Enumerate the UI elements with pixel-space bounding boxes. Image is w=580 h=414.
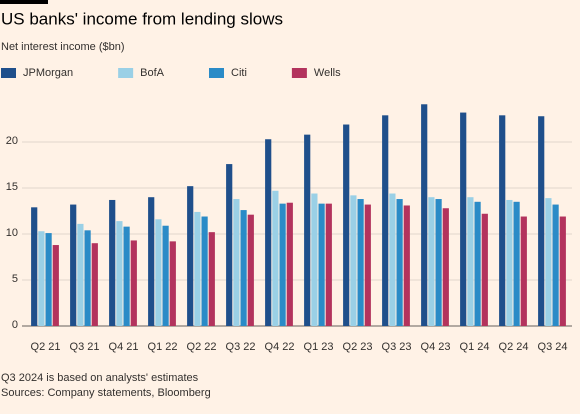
- legend-label: JPMorgan: [23, 67, 73, 79]
- bar: [421, 104, 428, 326]
- x-tick-label: Q3 23: [382, 341, 412, 353]
- x-tick-label: Q4 21: [109, 341, 139, 353]
- bar: [538, 116, 545, 327]
- bar: [84, 230, 91, 326]
- y-tick-label: 5: [12, 273, 18, 285]
- bar: [162, 225, 169, 326]
- x-tick-label: Q1 22: [148, 341, 178, 353]
- bar: [389, 193, 396, 326]
- bar: [357, 199, 364, 326]
- bar: [325, 203, 332, 326]
- bar: [559, 216, 566, 326]
- bar: [247, 214, 254, 326]
- legend-swatch: [118, 68, 134, 78]
- bar: [396, 199, 403, 326]
- x-tick-label: Q2 23: [343, 341, 373, 353]
- bar: [474, 201, 481, 326]
- legend-swatch: [291, 68, 307, 78]
- bar: [130, 240, 137, 326]
- bar: [304, 134, 311, 326]
- bar: [286, 202, 293, 326]
- chart-subtitle: Net interest income ($bn): [1, 41, 125, 53]
- y-tick-label: 10: [6, 227, 18, 239]
- bar: [226, 164, 233, 326]
- bar: [265, 139, 272, 326]
- bar: [194, 211, 201, 326]
- bar: [506, 199, 513, 326]
- bar: [272, 190, 279, 326]
- legend-label: Citi: [231, 67, 247, 79]
- bar: [311, 193, 318, 326]
- bar: [481, 213, 488, 326]
- y-tick-label: 15: [6, 181, 18, 193]
- x-tick-label: Q1 23: [304, 341, 334, 353]
- bar: [52, 245, 59, 326]
- bar: [169, 241, 176, 326]
- y-tick-label: 20: [6, 135, 18, 147]
- x-tick-label: Q3 22: [226, 341, 256, 353]
- bar: [109, 199, 116, 326]
- bar: [116, 221, 123, 326]
- bar: [123, 226, 130, 326]
- legend-label: BofA: [140, 67, 165, 79]
- source: Sources: Company statements, Bloomberg: [1, 387, 211, 399]
- bar: [382, 115, 389, 326]
- bar: [233, 199, 240, 326]
- x-tick-label: Q3 24: [538, 341, 568, 353]
- x-tick-label: Q4 22: [265, 341, 295, 353]
- bar: [343, 124, 350, 327]
- bar: [364, 204, 371, 326]
- bar: [428, 197, 435, 326]
- brand-bar: [0, 0, 48, 4]
- bar: [240, 210, 247, 326]
- bar: [38, 231, 45, 326]
- bar: [91, 243, 98, 326]
- chart-title: US banks' income from lending slows: [1, 9, 283, 28]
- bar: [467, 197, 474, 326]
- footnote: Q3 2024 is based on analysts' estimates: [1, 372, 199, 384]
- bar: [77, 223, 84, 326]
- bar: [545, 198, 552, 326]
- bar: [148, 197, 155, 326]
- bar: [208, 232, 215, 326]
- bar: [350, 195, 357, 326]
- bar: [45, 233, 52, 326]
- x-tick-label: Q2 22: [187, 341, 217, 353]
- bar: [318, 203, 325, 326]
- bar: [155, 219, 162, 326]
- x-tick-label: Q1 24: [460, 341, 490, 353]
- legend-label: Wells: [314, 67, 341, 79]
- legend-swatch: [209, 68, 224, 78]
- bar: [201, 216, 208, 326]
- bar: [187, 186, 194, 326]
- x-tick-label: Q2 21: [31, 341, 61, 353]
- legend-swatch: [1, 68, 16, 78]
- x-tick-label: Q4 23: [421, 341, 451, 353]
- bar: [499, 115, 506, 326]
- bar: [520, 216, 527, 326]
- bar: [31, 207, 38, 326]
- bar: [403, 205, 410, 326]
- bar: [513, 201, 520, 326]
- bar: [435, 199, 442, 326]
- y-tick-label: 0: [12, 319, 18, 331]
- bar: [279, 203, 286, 326]
- bar: [460, 112, 467, 326]
- x-tick-label: Q3 21: [70, 341, 100, 353]
- bar: [70, 204, 77, 326]
- bar: [442, 208, 449, 326]
- bar: [552, 204, 559, 326]
- x-tick-label: Q2 24: [499, 341, 529, 353]
